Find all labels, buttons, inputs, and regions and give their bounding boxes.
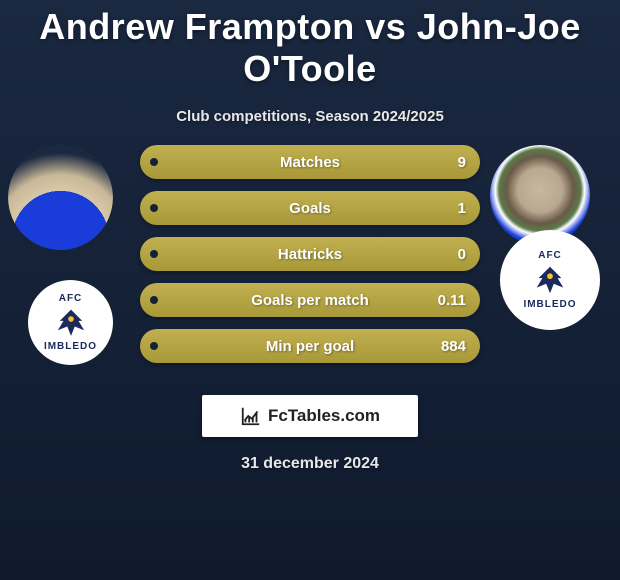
date-text: 31 december 2024 <box>0 455 620 473</box>
stat-value: 1 <box>458 200 466 217</box>
club-badge-bottom-text: IMBLEDO <box>523 299 576 310</box>
stats-area: AFC IMBLEDO AFC IMBLEDO Matches 9 Goals … <box>0 145 620 385</box>
stat-value: 884 <box>441 338 466 355</box>
stat-label: Min per goal <box>140 338 480 355</box>
stat-row: Goals 1 <box>140 191 480 225</box>
stat-row: Hattricks 0 <box>140 237 480 271</box>
eagle-icon <box>52 304 90 342</box>
player2-club-badge: AFC IMBLEDO <box>500 230 600 330</box>
club-badge-top-text: AFC <box>538 250 562 261</box>
stat-row: Goals per match 0.11 <box>140 283 480 317</box>
page-title: Andrew Frampton vs John-Joe O'Toole <box>0 0 620 90</box>
player1-club-badge: AFC IMBLEDO <box>28 280 113 365</box>
stat-badges: Matches 9 Goals 1 Hattricks 0 Goals per … <box>140 145 480 375</box>
chart-icon <box>240 405 262 427</box>
eagle-icon <box>531 261 569 299</box>
club-badge-top-text: AFC <box>59 293 83 304</box>
club-badge-graphic: AFC IMBLEDO <box>515 245 585 315</box>
stat-value: 0.11 <box>438 292 466 309</box>
watermark-text: FcTables.com <box>268 406 380 426</box>
stat-row: Matches 9 <box>140 145 480 179</box>
club-badge-bottom-text: IMBLEDO <box>44 341 97 352</box>
stat-label: Hattricks <box>140 246 480 263</box>
stat-label: Goals per match <box>140 292 480 309</box>
stat-value: 0 <box>458 246 466 263</box>
club-badge-graphic: AFC IMBLEDO <box>41 293 101 353</box>
player1-photo <box>8 145 113 250</box>
subtitle: Club competitions, Season 2024/2025 <box>0 108 620 125</box>
watermark-badge: FcTables.com <box>202 395 418 437</box>
stat-label: Goals <box>140 200 480 217</box>
stat-label: Matches <box>140 154 480 171</box>
stat-value: 9 <box>458 154 466 171</box>
stat-row: Min per goal 884 <box>140 329 480 363</box>
player1-avatar <box>8 145 113 250</box>
